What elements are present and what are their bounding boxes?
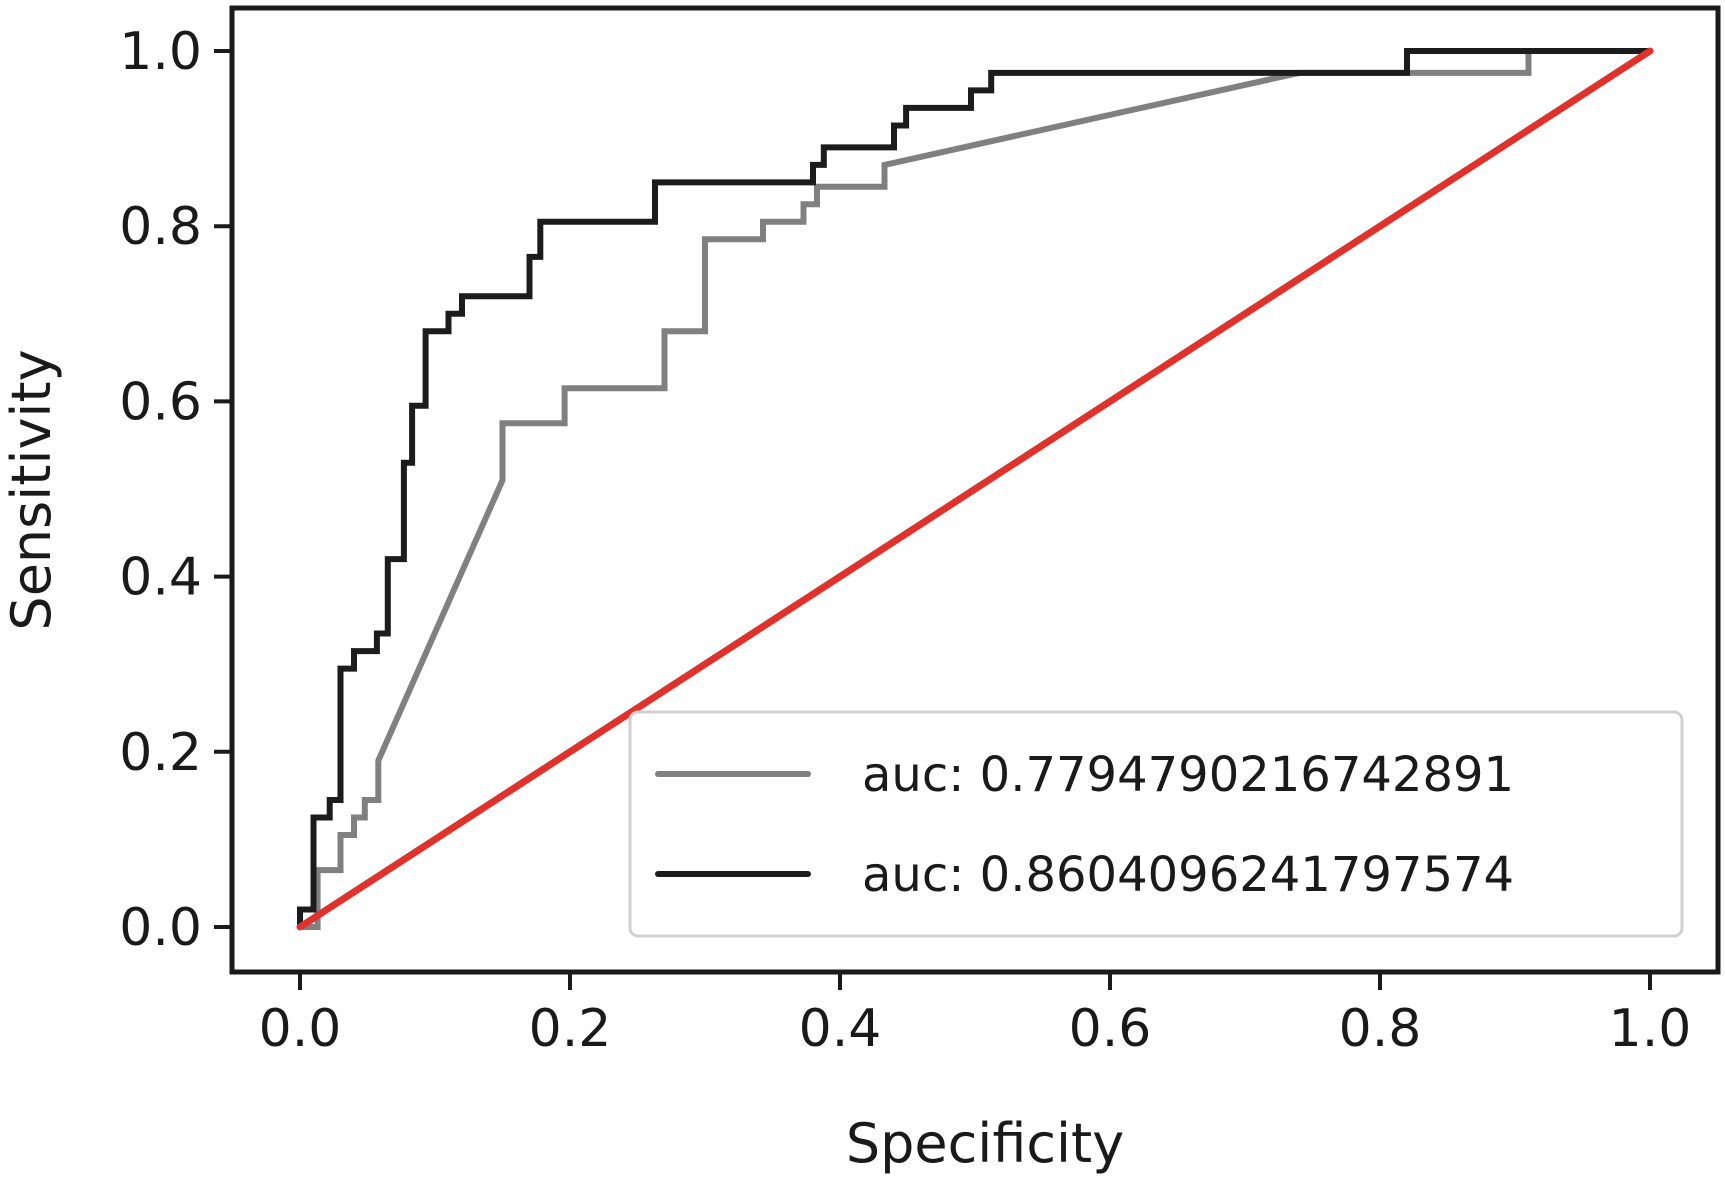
legend: auc: 0.7794790216742891 auc: 0.860409624… xyxy=(628,710,1684,938)
y-tick-label: 0.2 xyxy=(119,723,202,783)
x-tick-label: 0.0 xyxy=(259,999,342,1059)
x-tick-label: 0.6 xyxy=(1069,999,1152,1059)
series-line-1 xyxy=(297,48,1653,930)
x-tick-label: 0.4 xyxy=(799,999,882,1059)
series-line-2 xyxy=(296,47,1654,931)
x-tick-label: 1.0 xyxy=(1609,999,1692,1059)
ticks-layer: 0.0 0.2 0.4 0.6 0.8 1.0 0.0 0.2 0.4 0.6 0.8 1.0 xyxy=(119,22,1691,1059)
y-tick-label: 1.0 xyxy=(119,22,202,82)
y-tick-label: 0.4 xyxy=(119,548,202,608)
series-layer xyxy=(296,47,1654,931)
legend-label-0: auc: 0.7794790216742891 xyxy=(862,747,1514,803)
legend-label-1: auc: 0.8604096241797574 xyxy=(862,847,1514,903)
y-tick-label: 0.8 xyxy=(119,197,202,257)
y-tick-label: 0.0 xyxy=(119,898,202,958)
x-tick-label: 0.8 xyxy=(1339,999,1422,1059)
series-line-0 xyxy=(297,48,1653,930)
x-axis-title: Specificity xyxy=(846,1112,1124,1175)
y-axis-title: Sensitivity xyxy=(0,349,63,630)
y-tick-label: 0.6 xyxy=(119,372,202,432)
legend-box xyxy=(628,710,1684,938)
plot-frame xyxy=(229,5,1721,975)
x-tick-label: 0.2 xyxy=(529,999,612,1059)
